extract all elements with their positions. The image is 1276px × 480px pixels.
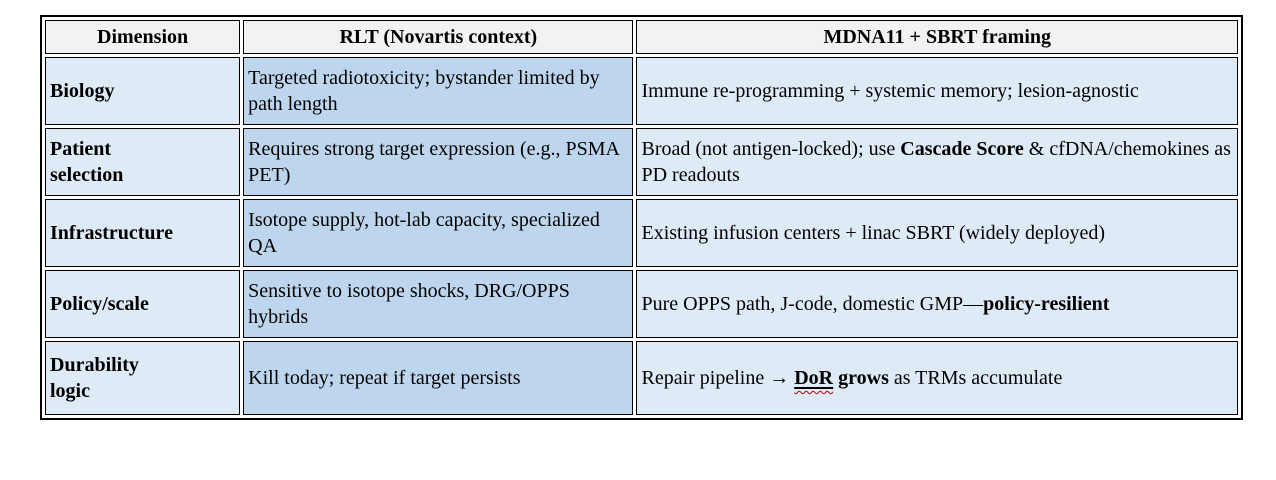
text-segment: grows (833, 366, 889, 389)
column-header-rlt: RLT (Novartis context) (243, 20, 634, 54)
spellcheck-squiggle-text: DoR (794, 366, 834, 389)
table-row: Policy/scale Sensitive to isotope shocks,… (45, 270, 1238, 338)
text-segment: Broad (not antigen-locked); use (641, 137, 901, 160)
comparison-table: Dimension RLT (Novartis context) MDNA11 … (40, 15, 1243, 420)
text-segment: Immune re-programming + systemic memory;… (641, 79, 1139, 102)
column-header-mdna11-sbrt: MDNA11 + SBRT framing (636, 20, 1238, 54)
rlt-cell: Requires strong target expression (e.g.,… (243, 128, 634, 196)
column-header-dimension: Dimension (45, 20, 241, 54)
table-row: Infrastructure Isotope supply, hot-lab ca… (45, 199, 1238, 267)
text-segment: & cfDNA/chemokines as PD readouts (641, 137, 1231, 186)
table-header: Dimension RLT (Novartis context) MDNA11 … (45, 20, 1238, 54)
rlt-cell: Kill today; repeat if target persists (243, 341, 634, 415)
text-segment: Isotope supply, hot-lab capacity, specia… (248, 208, 600, 257)
text-segment: Repair pipeline → (641, 366, 795, 389)
rlt-cell: Sensitive to isotope shocks, DRG/OPPS hy… (243, 270, 634, 338)
dimension-cell: Durability logic (45, 341, 241, 415)
text-segment: Cascade Score (900, 137, 1024, 160)
header-row: Dimension RLT (Novartis context) MDNA11 … (45, 20, 1238, 54)
dimension-cell: Policy/scale (45, 270, 241, 338)
text-segment: Pure OPPS path, J-code, domestic GMP— (641, 292, 984, 315)
text-segment: policy-resilient (983, 292, 1110, 315)
text-segment: Kill today; repeat if target persists (248, 366, 521, 389)
text-segment: Requires strong target expression (e.g.,… (248, 137, 619, 186)
text-segment: Existing infusion centers + linac SBRT (… (641, 221, 1106, 244)
mdna11-sbrt-cell: Existing infusion centers + linac SBRT (… (636, 199, 1238, 267)
mdna11-sbrt-cell: Broad (not antigen-locked); use Cascade … (636, 128, 1238, 196)
rlt-cell: Targeted radiotoxicity; bystander limite… (243, 57, 634, 125)
dimension-cell: Patient selection (45, 128, 241, 196)
mdna11-sbrt-cell: Pure OPPS path, J-code, domestic GMP—pol… (636, 270, 1238, 338)
text-segment: as TRMs accumulate (888, 366, 1063, 389)
table-body: Biology Targeted radiotoxicity; bystander… (45, 57, 1238, 415)
dimension-cell: Infrastructure (45, 199, 241, 267)
dimension-cell: Biology (45, 57, 241, 125)
rlt-cell: Isotope supply, hot-lab capacity, specia… (243, 199, 634, 267)
mdna11-sbrt-cell: Immune re-programming + systemic memory;… (636, 57, 1238, 125)
text-segment: Sensitive to isotope shocks, DRG/OPPS hy… (248, 279, 570, 328)
table-row: Durability logic Kill today; repeat if ta… (45, 341, 1238, 415)
text-segment: Targeted radiotoxicity; bystander limite… (248, 66, 600, 115)
table-row: Patient selection Requires strong target … (45, 128, 1238, 196)
mdna11-sbrt-cell: Repair pipeline → DoR grows as TRMs accu… (636, 341, 1238, 415)
table-row: Biology Targeted radiotoxicity; bystander… (45, 57, 1238, 125)
text-segment: DoR (794, 367, 833, 389)
